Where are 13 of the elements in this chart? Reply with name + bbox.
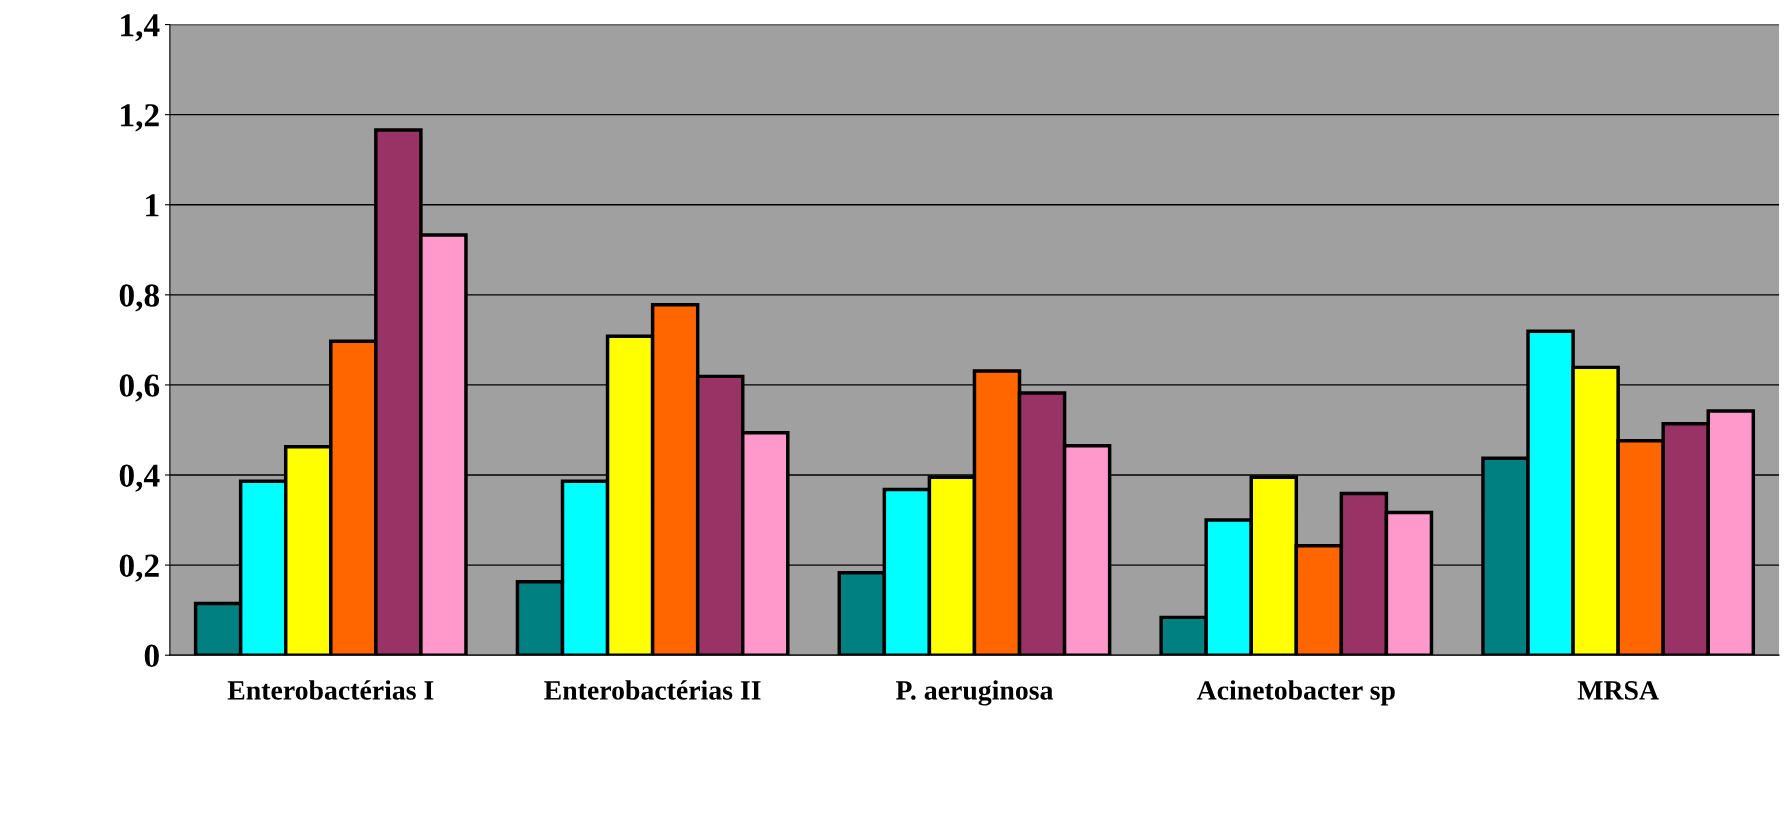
x-tick-label: Enterobactérias II bbox=[544, 680, 761, 700]
y-tick-label: 1 bbox=[146, 194, 159, 217]
y-tick-label: 0,4 bbox=[119, 464, 160, 492]
x-tick-label: P. aeruginosa bbox=[895, 680, 1054, 706]
x-tick-label: MRSA bbox=[1577, 681, 1659, 700]
y-tick-label: 1,4 bbox=[121, 14, 160, 42]
y-tick-label: 0,6 bbox=[119, 374, 160, 402]
y-tick-label: 0,2 bbox=[119, 554, 159, 582]
y-tick-label: 0 bbox=[144, 644, 159, 668]
y-tick-label: 0,8 bbox=[119, 284, 160, 312]
x-tick-label: Enterobactérias I bbox=[227, 680, 434, 700]
x-tick-label: Acinetobacter sp bbox=[1196, 680, 1395, 706]
y-tick-label: 1,2 bbox=[121, 104, 159, 132]
